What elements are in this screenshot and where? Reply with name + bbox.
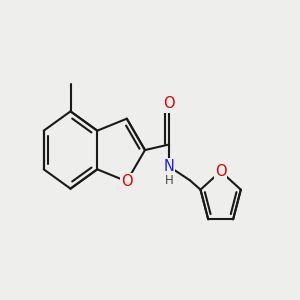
- Text: H: H: [165, 174, 173, 187]
- Text: O: O: [163, 97, 175, 112]
- Text: O: O: [121, 174, 133, 189]
- Text: O: O: [215, 164, 226, 179]
- Text: N: N: [164, 159, 175, 174]
